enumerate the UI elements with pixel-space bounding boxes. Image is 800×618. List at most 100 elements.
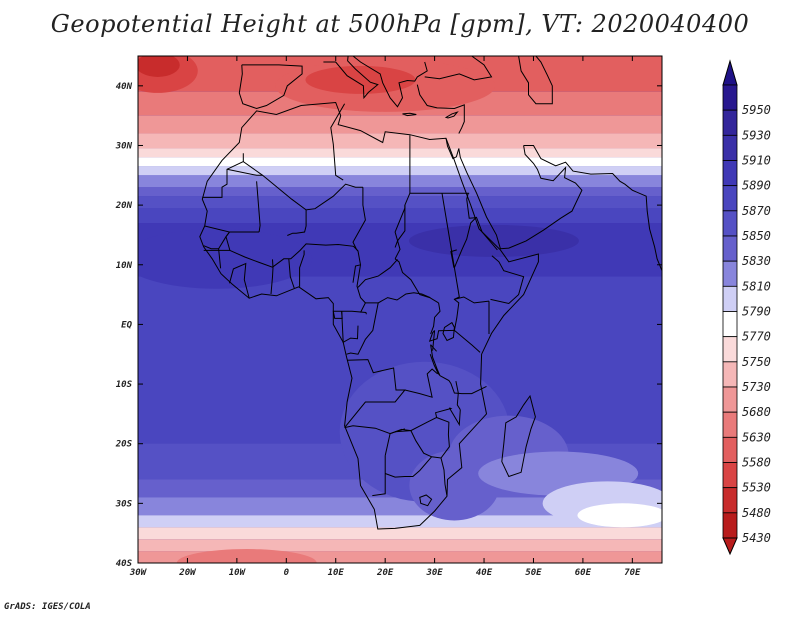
field-band-north bbox=[138, 115, 662, 134]
lake-malawi bbox=[455, 381, 461, 410]
colorbar-top-arrow bbox=[722, 59, 738, 86]
arabia-coastline bbox=[458, 145, 583, 250]
field-band-south bbox=[138, 497, 662, 516]
colorbar-swatch bbox=[722, 336, 738, 363]
country-border bbox=[453, 216, 477, 268]
lon-tick-label: 60E bbox=[575, 568, 592, 578]
latitude-axis: 40N 30N 20N 10N EQ 10S 20S 30S 40S bbox=[115, 82, 662, 569]
country-border bbox=[346, 302, 379, 355]
colorbar-label: 5730 bbox=[742, 380, 771, 394]
colorbar-label: 5810 bbox=[742, 279, 771, 293]
colorbar-label: 5930 bbox=[742, 128, 771, 142]
iberia-coastline bbox=[238, 64, 303, 110]
country-border bbox=[385, 456, 432, 478]
colorbar-swatch bbox=[722, 311, 738, 338]
country-border bbox=[453, 299, 460, 331]
country-border bbox=[299, 250, 305, 287]
height-field bbox=[138, 56, 662, 563]
country-border bbox=[357, 259, 398, 288]
lat-tick-label: 20N bbox=[115, 201, 133, 211]
colorbar-label: 5830 bbox=[742, 254, 771, 268]
field-low-core bbox=[138, 56, 180, 77]
coastlines-borders bbox=[199, 56, 662, 530]
field-band-south bbox=[138, 515, 662, 528]
field-low-south-atlantic bbox=[176, 549, 317, 563]
lat-tick-label: 20S bbox=[115, 440, 133, 450]
colorbar-swatch bbox=[722, 361, 738, 388]
country-border bbox=[372, 455, 386, 497]
country-border bbox=[287, 209, 307, 236]
colorbar-swatch bbox=[722, 134, 738, 161]
field-band-north bbox=[138, 175, 662, 188]
country-border bbox=[430, 344, 437, 352]
colorbar-label: 5430 bbox=[742, 531, 771, 545]
country-border bbox=[404, 368, 438, 398]
crete-coastline bbox=[402, 112, 417, 117]
lon-tick-label: 0 bbox=[284, 568, 290, 578]
colorbar-swatch bbox=[722, 185, 738, 212]
field-band-north bbox=[138, 157, 662, 167]
country-border bbox=[204, 225, 231, 249]
lat-tick-label: 40S bbox=[116, 559, 133, 569]
country-border bbox=[394, 205, 406, 248]
colorbar-label: 5890 bbox=[742, 179, 771, 193]
country-border bbox=[332, 310, 367, 319]
colorbar-swatch bbox=[722, 411, 738, 438]
country-border bbox=[440, 457, 448, 497]
grads-credit: GrADS: IGES/COLA bbox=[4, 602, 91, 612]
field-band-south bbox=[138, 527, 662, 540]
country-border bbox=[203, 245, 222, 269]
field-band-north bbox=[138, 208, 662, 224]
field-high-atlantic bbox=[138, 228, 313, 289]
lon-tick-label: 70E bbox=[624, 568, 641, 578]
country-border bbox=[288, 258, 295, 289]
balkans-coastline bbox=[352, 56, 428, 108]
colorbar-label: 5770 bbox=[742, 330, 771, 344]
colorbar-swatch bbox=[722, 235, 738, 262]
colorbar-label: 5790 bbox=[742, 305, 771, 319]
country-border bbox=[243, 161, 363, 211]
field-band-north bbox=[138, 148, 662, 158]
colorbar-label: 5530 bbox=[742, 481, 771, 495]
lat-tick-label: 10S bbox=[116, 380, 133, 390]
lon-tick-label: 40E bbox=[476, 568, 493, 578]
colorbar-swatch bbox=[722, 436, 738, 463]
lon-tick-label: 50E bbox=[525, 568, 542, 578]
colorbar-swatch bbox=[722, 109, 738, 136]
cyprus-coastline bbox=[444, 111, 459, 119]
lat-tick-label: EQ bbox=[121, 320, 132, 330]
persian-gulf-coastline bbox=[523, 145, 651, 230]
country-border bbox=[225, 231, 359, 268]
colorbar-swatch bbox=[722, 160, 738, 187]
field-low-mediterranean-core bbox=[305, 65, 416, 94]
caspian-coastline bbox=[518, 56, 553, 105]
africa-coastline bbox=[199, 101, 539, 530]
colorbar: 5950 5930 5910 5890 5870 5850 5830 5810 5790 5770… bbox=[722, 59, 771, 556]
lake-victoria bbox=[442, 321, 455, 342]
colorbar-label: 5480 bbox=[742, 506, 771, 520]
colorbar-label: 5870 bbox=[742, 204, 771, 218]
lon-tick-label: 10W bbox=[229, 568, 247, 578]
country-border bbox=[344, 425, 406, 435]
lon-tick-label: 20W bbox=[178, 568, 197, 578]
lat-tick-label: 30S bbox=[115, 499, 133, 509]
lon-tick-label: 10E bbox=[328, 568, 345, 578]
country-border bbox=[466, 193, 469, 200]
chart-title: Geopotential Height at 500hPa [gpm], VT:… bbox=[50, 10, 750, 38]
sinai-coastline bbox=[445, 138, 460, 160]
colorbar-label: 5950 bbox=[742, 103, 771, 117]
madagascar-coastline bbox=[501, 394, 536, 478]
colorbar-label: 5630 bbox=[742, 430, 771, 444]
colorbar-bottom-arrow bbox=[722, 537, 738, 556]
field-indian-ocean-white bbox=[577, 503, 662, 528]
country-border bbox=[356, 264, 366, 304]
field-band-north bbox=[138, 196, 662, 209]
colorbar-swatch bbox=[722, 260, 738, 287]
colorbar-label: 5750 bbox=[742, 355, 771, 369]
country-border bbox=[448, 407, 461, 427]
colorbar-swatch bbox=[722, 210, 738, 237]
country-border bbox=[341, 311, 359, 344]
lesotho-border bbox=[419, 494, 433, 507]
field-band-north bbox=[138, 166, 662, 176]
